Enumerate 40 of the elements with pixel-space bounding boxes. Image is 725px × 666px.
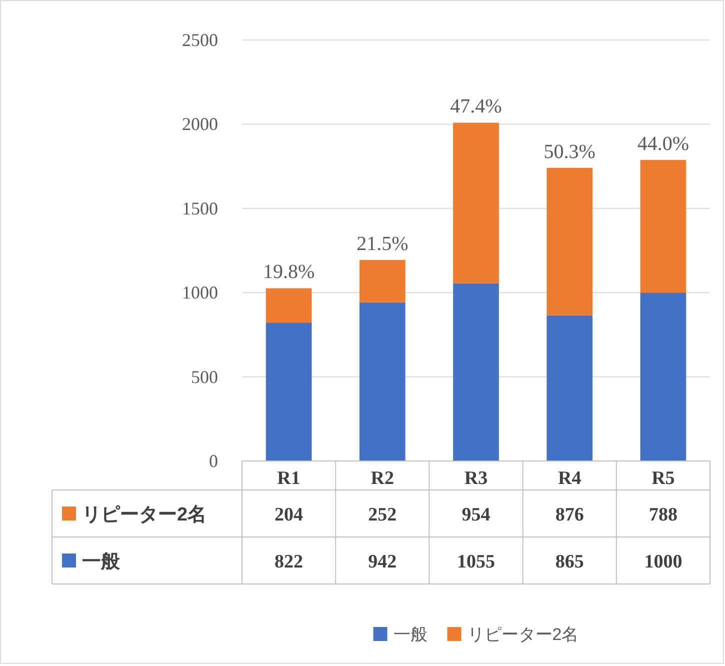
x-tick-label: R2 <box>370 468 394 489</box>
data-label: 876 <box>555 504 584 526</box>
x-tick-label: R5 <box>652 468 675 489</box>
bar <box>266 322 312 461</box>
bar <box>546 168 593 316</box>
annotation: 47.4% <box>450 96 502 118</box>
data-label: 942 <box>368 552 397 572</box>
text: リピーター2名 <box>467 625 579 644</box>
bar <box>359 302 406 461</box>
y-tick-label: 1500 <box>182 198 218 218</box>
data-label: 252 <box>368 504 397 526</box>
x-tick-label: R3 <box>464 468 488 489</box>
y-tick-label: 2500 <box>182 30 218 50</box>
data-label: 1000 <box>644 552 682 572</box>
x-tick-label: R1 <box>277 468 300 489</box>
bar <box>453 283 499 461</box>
bar <box>640 160 686 293</box>
data-label: 865 <box>555 552 584 572</box>
data-label: 954 <box>462 504 491 526</box>
legend-label: 一般 <box>393 625 428 644</box>
x-tick-label: R4 <box>558 468 582 489</box>
y-tick-label: 500 <box>191 366 218 387</box>
y-tick-label: 0 <box>209 451 218 471</box>
legend-label: リピーター2名 <box>82 504 207 526</box>
annotation: 19.8% <box>262 261 315 284</box>
text: 一般 <box>82 552 120 572</box>
annotation: 21.5% <box>356 232 408 255</box>
y-tick-label: 2000 <box>182 114 218 134</box>
bar <box>359 260 406 302</box>
y-tick-label: 1000 <box>182 282 218 303</box>
bar <box>266 288 312 323</box>
data-label: 1055 <box>457 552 495 572</box>
bar <box>640 292 686 461</box>
annotation: 50.3% <box>544 140 596 163</box>
annotation: 44.0% <box>637 132 690 155</box>
data-label: 204 <box>274 504 304 526</box>
bar <box>546 315 593 461</box>
data-label: 822 <box>274 552 304 572</box>
bar <box>453 122 499 284</box>
data-label: 788 <box>648 504 678 526</box>
